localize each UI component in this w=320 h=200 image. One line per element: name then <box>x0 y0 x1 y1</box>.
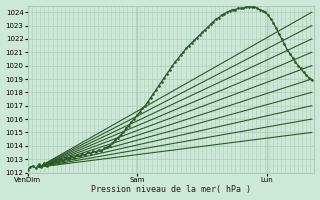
X-axis label: Pression niveau de la mer( hPa ): Pression niveau de la mer( hPa ) <box>91 185 251 194</box>
